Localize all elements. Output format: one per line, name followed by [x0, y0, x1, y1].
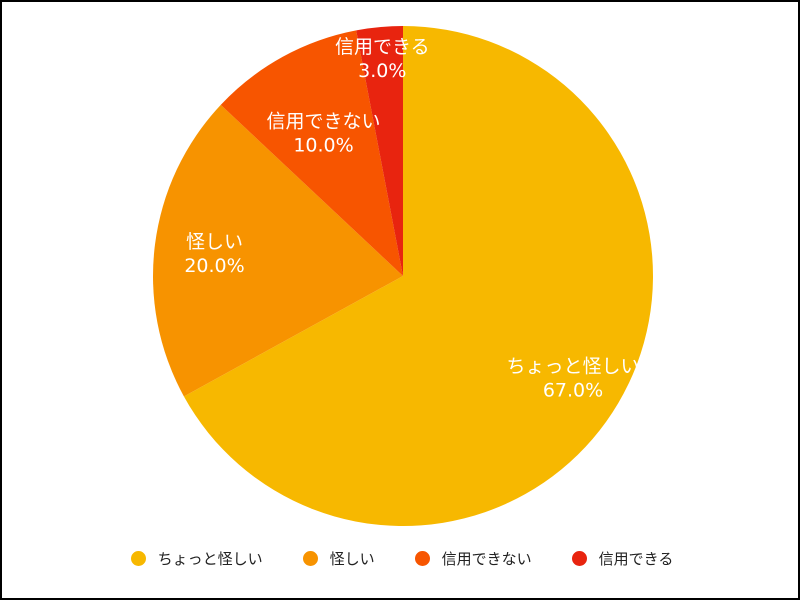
slice-category-label: 信用できる — [335, 36, 430, 58]
legend-label: ちょっと怪しい — [157, 549, 263, 568]
slice-category-label: 怪しい — [186, 231, 243, 253]
legend-swatch — [302, 550, 318, 566]
legend-label: 信用できない — [441, 549, 532, 568]
slice-value-label: 10.0% — [293, 134, 353, 156]
slice-shinyou-dekiru[interactable] — [356, 26, 403, 276]
legend-swatch — [130, 550, 146, 566]
legend-item-chotto-ayashii[interactable]: ちょっと怪しい — [130, 548, 263, 569]
slice-chotto-ayashii[interactable] — [183, 26, 653, 526]
legend-label: 信用できる — [598, 549, 674, 568]
legend-swatch — [414, 550, 430, 566]
slice-category-label: ちょっと怪しい — [506, 356, 639, 378]
legend-label: 怪しい — [329, 549, 375, 568]
slice-shinyou-dekinai[interactable] — [220, 30, 403, 276]
slice-value-label: 3.0% — [358, 60, 406, 82]
slice-value-label: 20.0% — [184, 255, 244, 277]
legend: ちょっと怪しい 怪しい 信用できない 信用できる — [2, 544, 800, 572]
legend-item-shinyou-dekinai[interactable]: 信用できない — [414, 548, 532, 569]
slice-ayashii[interactable] — [153, 104, 403, 397]
legend-item-ayashii[interactable]: 怪しい — [302, 548, 375, 569]
legend-swatch — [571, 550, 587, 566]
legend-item-shinyou-dekiru[interactable]: 信用できる — [571, 548, 674, 569]
slice-value-label: 67.0% — [543, 380, 603, 402]
slice-category-label: 信用できない — [267, 110, 381, 132]
